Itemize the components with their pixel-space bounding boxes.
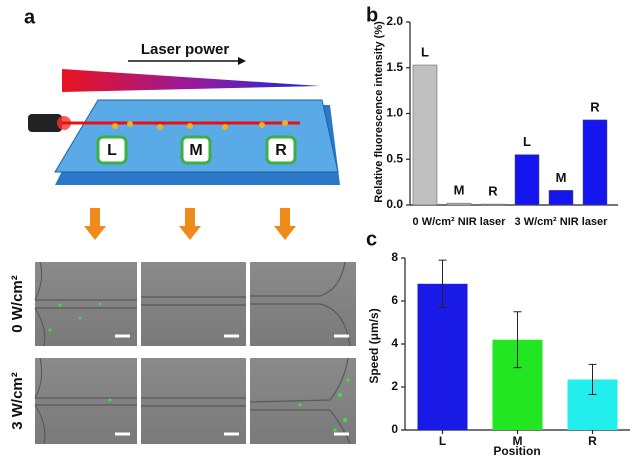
bar <box>548 190 574 206</box>
group-label: 0 W/cm² NIR laser <box>413 216 507 228</box>
particles <box>112 120 288 130</box>
bar-label: L <box>523 134 531 149</box>
position-box <box>180 135 212 165</box>
y-tick-label: 0.5 <box>386 151 403 165</box>
position-label: M <box>189 142 202 159</box>
laser-device <box>28 114 62 132</box>
y-axis-label: Relative fluorescence intensity (%) <box>373 21 385 203</box>
error-bar <box>513 311 522 369</box>
micrographs <box>34 261 356 445</box>
row-label: 0 W/cm² <box>9 275 26 333</box>
panel-label: c <box>366 228 377 250</box>
error-bar <box>438 259 447 308</box>
panel-label: a <box>24 6 36 28</box>
bar <box>412 64 438 206</box>
bar-label: M <box>454 183 465 198</box>
bar <box>417 283 468 430</box>
bar-label: R <box>590 99 600 114</box>
panel-label: b <box>366 4 378 26</box>
row-label: 3 W/cm² <box>9 372 26 430</box>
bar-label: M <box>556 170 567 185</box>
x-tick-label: M <box>513 434 523 448</box>
gradient-label: Laser power <box>141 41 230 58</box>
y-tick-label: 0 <box>391 422 398 436</box>
x-tick-label: L <box>439 434 446 448</box>
y-tick-label: 1.5 <box>386 60 403 74</box>
power-gradient <box>62 69 320 92</box>
error-bar <box>588 363 597 396</box>
bar <box>582 119 608 206</box>
down-arrows <box>84 208 296 240</box>
position-box <box>265 135 297 165</box>
bar <box>514 154 540 206</box>
bar-label: L <box>421 44 429 59</box>
y-tick-label: 0.0 <box>386 197 403 211</box>
y-tick-label: 4 <box>391 336 398 350</box>
position-box <box>96 135 128 165</box>
y-tick-label: 2.0 <box>386 14 403 28</box>
bar <box>446 202 472 206</box>
bar-label: R <box>488 184 498 199</box>
y-axis-label: Speed (μm/s) <box>367 308 381 383</box>
position-label: R <box>275 142 287 159</box>
x-tick-label: R <box>588 434 597 448</box>
y-tick-label: 1.0 <box>386 106 403 120</box>
position-label: L <box>107 142 117 159</box>
group-label: 3 W/cm² NIR laser <box>515 216 609 228</box>
bar <box>480 203 506 206</box>
y-tick-label: 8 <box>391 250 398 264</box>
arrow-head <box>238 57 246 65</box>
y-tick-label: 6 <box>391 293 398 307</box>
y-tick-label: 2 <box>391 379 398 393</box>
x-axis-label: Position <box>493 444 540 458</box>
